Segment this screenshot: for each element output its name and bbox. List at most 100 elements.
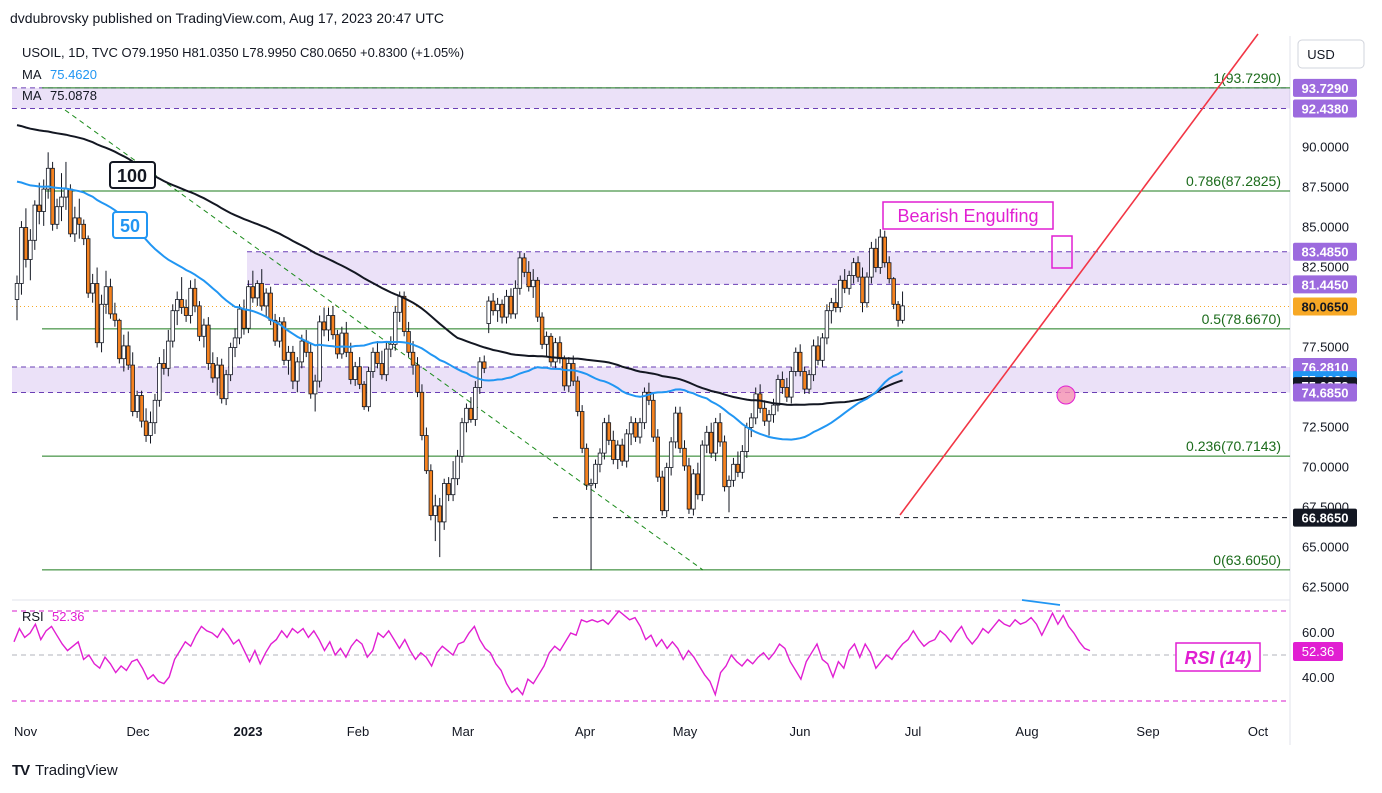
candle-body [29,240,33,259]
price-tick: 70.0000 [1302,460,1349,475]
candle-body [496,304,500,310]
candle-body [171,311,175,341]
candle-body [353,367,357,380]
candle-body [709,432,713,453]
candle-body [215,365,219,378]
time-tick: 2023 [234,724,263,739]
time-tick: Nov [14,724,38,739]
rsi-divergence-line [1022,600,1060,605]
candle-body [714,423,718,453]
candle-body [491,301,495,311]
fib-label: 0.786(87.2825) [1186,173,1281,189]
candle-body [692,474,696,509]
candle-body [135,396,139,412]
time-tick: Apr [575,724,596,739]
price-tag-text: 93.7290 [1302,81,1349,96]
candlestick-series [15,152,904,570]
candle-body [322,322,326,330]
candle-body [678,413,682,448]
candle-body [523,258,527,272]
candle-body [260,284,264,306]
candle-body [313,381,317,394]
candle-body [856,263,860,277]
ma-50-line [17,182,903,440]
candle-body [198,306,202,336]
candle-body [224,375,228,399]
candle-body [78,218,82,224]
candle-body [416,365,420,392]
candle-body [736,464,740,472]
candle-body [798,352,802,371]
price-tick: 82.5000 [1302,260,1349,275]
candle-body [843,280,847,288]
symbol-line: USOIL, 1D, TVC O79.1950 H81.0350 L78.995… [22,45,464,60]
candle-body [505,296,509,317]
candle-body [478,362,482,388]
candle-body [834,303,838,308]
price-tick: 90.0000 [1302,140,1349,155]
candle-body [585,448,589,485]
candle-body [603,423,607,453]
price-axis: 60.0040.0052.36USD90.000087.500085.00008… [1293,40,1364,685]
candle-body [82,224,86,238]
time-tick: Sep [1136,724,1159,739]
price-tag-text: 81.4450 [1302,277,1349,292]
candle-body [376,352,380,363]
candle-body [122,346,126,359]
candle-body [482,362,486,368]
candle-body [64,189,68,197]
candle-body [385,349,389,375]
candle-body [687,466,691,509]
candle-body [247,287,251,329]
candle-body [367,372,371,407]
candle-body [594,464,598,483]
candle-body [51,168,55,224]
candle-body [807,375,811,389]
candle-body [896,304,900,320]
candle-body [256,284,260,298]
fib-label: 0(63.6050) [1213,552,1281,568]
candle-body [33,205,37,240]
candle-body [821,338,825,360]
candle-body [571,364,575,382]
candle-body [794,352,798,371]
candle-body [723,442,727,487]
candle-body [638,423,642,437]
price-tick: 77.5000 [1302,340,1349,355]
candle-body [362,384,366,406]
candle-body [567,364,571,386]
candle-body [309,352,313,394]
candle-body [776,380,780,406]
candle-body [149,423,153,436]
candle-body [438,506,442,522]
fib-label: 0.5(78.6670) [1202,311,1281,327]
candle-body [563,359,567,386]
candle-body [340,333,344,354]
candle-body [447,484,451,495]
ma-legend-label: MA [22,67,42,82]
tradingview-brand[interactable]: TV TradingView [12,762,118,779]
candle-body [207,325,211,363]
time-tick: Mar [452,724,475,739]
candle-body [629,423,633,434]
candle-body [95,284,99,343]
candle-body [727,480,731,486]
candle-body [892,279,896,305]
candle-body [620,445,624,461]
rsi-axis-tick: 60.00 [1302,625,1335,640]
ma-legend-value: 75.0878 [50,88,97,103]
candle-body [407,332,411,353]
candle-body [861,277,865,303]
price-tag-text: 66.8650 [1302,511,1349,526]
candle-body [193,288,197,306]
candle-body [287,352,291,360]
candle-body [732,464,736,480]
candle-body [754,394,758,418]
tradingview-logo: TV [12,762,29,779]
candle-body [558,343,562,359]
candle-body [612,440,616,459]
candle-body [291,352,295,381]
candle-body [238,309,242,338]
candle-body [674,413,678,442]
